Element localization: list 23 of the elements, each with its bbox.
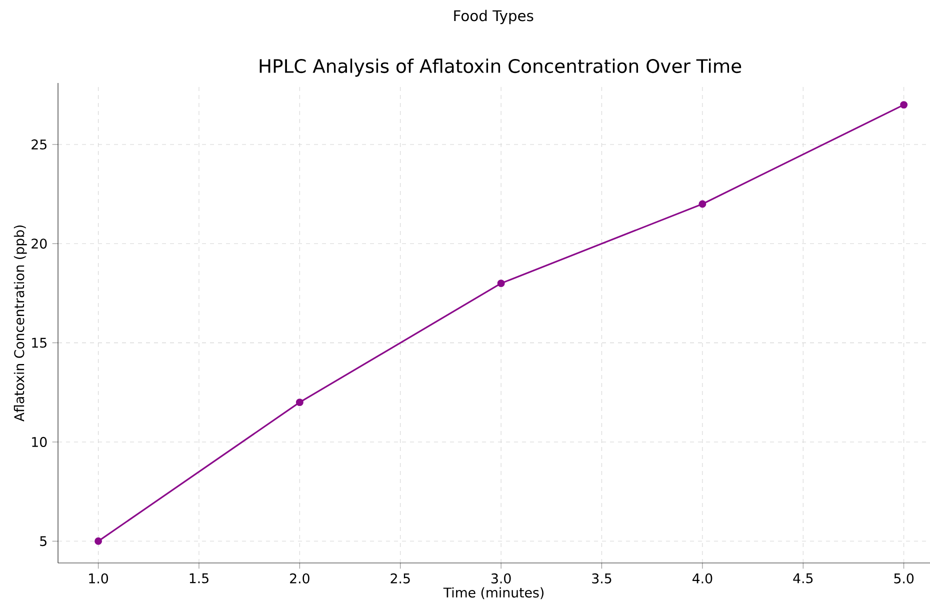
chart-title: HPLC Analysis of Aflatoxin Concentration Over Time <box>260 58 742 77</box>
y-tick-label: 5 <box>40 536 46 546</box>
y-tick-label: 20 <box>32 238 47 249</box>
x-tick-label: 4.0 <box>692 573 712 584</box>
x-tick-label: 1.5 <box>190 573 208 584</box>
point <box>94 537 102 545</box>
y-axis-title: Aflatoxin Concentration (ppb) <box>14 225 27 422</box>
x-tick-label: 4.5 <box>793 573 813 584</box>
x-tick-label: 2.0 <box>290 573 310 584</box>
x-tick-label: 3.5 <box>592 573 612 584</box>
y-tick-label: 15 <box>32 338 46 348</box>
point <box>698 200 706 208</box>
x-tick-label: 2.5 <box>390 573 410 584</box>
y-tick-label: 25 <box>32 139 46 150</box>
text: Food Types <box>454 10 534 24</box>
point <box>900 101 908 109</box>
y-tick-label: 10 <box>32 436 47 448</box>
point <box>497 280 505 288</box>
x-tick-label: 5.0 <box>894 573 914 584</box>
point <box>296 398 304 406</box>
x-tick-label: 1.0 <box>89 573 108 584</box>
x-tick-label: 3.0 <box>491 573 511 584</box>
x-axis-title: Time (minutes) <box>443 587 544 600</box>
